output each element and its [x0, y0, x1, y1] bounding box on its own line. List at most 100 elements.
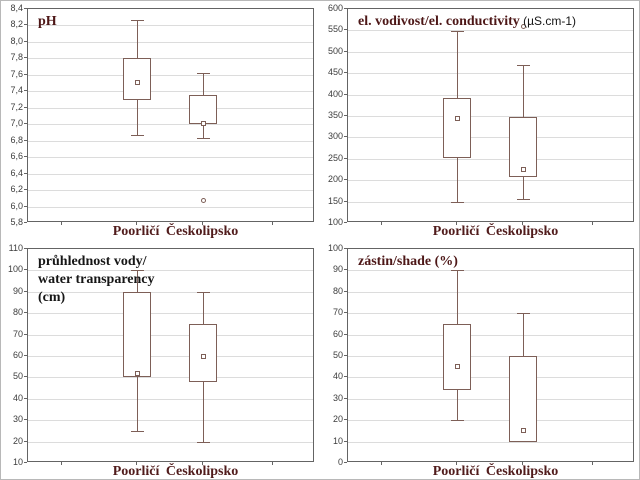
y-tick-label: 100 [7, 264, 23, 275]
x-category-label: Poorličí [432, 464, 480, 479]
gridline [348, 398, 633, 400]
whisker-cap-top [130, 19, 144, 21]
y-axis-tick [344, 333, 347, 335]
mean-marker [134, 79, 140, 85]
y-axis-tick [344, 248, 347, 249]
y-tick-label: 100 [327, 217, 343, 227]
gridline [28, 41, 313, 43]
y-tick-label: 40 [332, 371, 343, 382]
gridline [28, 270, 313, 272]
x-category-label: Poorličí [112, 224, 160, 239]
y-tick-label: 7,6 [10, 68, 23, 79]
y-axis-tick [344, 93, 347, 95]
y-tick-label: 250 [327, 152, 343, 163]
y-tick-label: 20 [332, 414, 343, 425]
gridline [348, 180, 633, 182]
y-axis-tick [344, 419, 347, 421]
whisker-cap-top [516, 313, 530, 315]
y-axis-tick [24, 73, 27, 75]
y-axis-tick [24, 172, 27, 174]
box [189, 95, 218, 125]
panel-title-line: pH [38, 12, 57, 30]
y-axis-tick [344, 115, 347, 116]
y-axis-tick [24, 376, 27, 378]
whisker-cap-top [130, 270, 144, 272]
panel-title-line: průhlednost vody/ [38, 252, 155, 270]
y-axis-tick [344, 312, 347, 314]
y-tick-label: 150 [327, 195, 343, 206]
x-axis-tick [522, 462, 524, 465]
whisker-cap-top [196, 73, 210, 75]
y-tick-label: 100 [327, 243, 343, 253]
y-axis-tick [344, 136, 347, 138]
panel-title-text: (cm) [38, 290, 66, 305]
y-tick-label: 8,0 [10, 35, 23, 46]
whisker-cap-bottom [130, 430, 144, 432]
gridline [348, 30, 633, 32]
panel-conductivity: el. vodivost/el. conductivity (µS.cm-1) 6… [321, 1, 639, 241]
y-axis-tick [24, 8, 27, 9]
x-axis-tick [592, 462, 594, 465]
gridline [348, 291, 633, 293]
gridline [348, 158, 633, 160]
y-axis-tick [344, 269, 347, 271]
x-category-label: Poorličí [112, 464, 160, 479]
y-axis-tick [24, 40, 27, 42]
y-tick-label: 70 [332, 307, 343, 318]
y-tick-label: 10 [332, 435, 343, 446]
y-axis-tick [24, 290, 27, 292]
gridline [348, 356, 633, 357]
y-axis-tick [344, 8, 347, 9]
y-tick-label: 6,8 [10, 134, 23, 145]
gridline [28, 124, 313, 126]
y-tick-label: 80 [12, 307, 23, 318]
gridline [28, 74, 313, 76]
gridline [348, 137, 633, 139]
y-tick-label: 5,8 [10, 217, 23, 227]
y-tick-label: 90 [12, 285, 23, 296]
x-category-label: Poorličí [432, 224, 480, 239]
y-axis-tick [344, 290, 347, 292]
y-tick-label: 20 [12, 435, 23, 446]
y-axis-tick [24, 312, 27, 314]
gridline [28, 157, 313, 159]
gridline [28, 313, 313, 315]
y-tick-label: 40 [12, 392, 23, 403]
y-tick-label: 7,2 [10, 101, 23, 112]
gridline [348, 270, 633, 272]
y-tick-label: 30 [332, 392, 343, 403]
gridline [348, 116, 633, 117]
y-axis-tick [24, 24, 27, 26]
box [509, 356, 538, 442]
whisker-cap-top [450, 270, 464, 272]
y-tick-label: 8,4 [10, 3, 23, 13]
gridline [28, 25, 313, 27]
gridline [28, 377, 313, 379]
whisker-cap-bottom [450, 420, 464, 422]
x-axis-tick [381, 462, 383, 465]
y-tick-label: 400 [327, 88, 343, 99]
y-axis-tick [24, 139, 27, 141]
y-tick-label: 350 [327, 110, 343, 120]
y-axis-tick [24, 106, 27, 108]
y-axis-tick [24, 333, 27, 335]
gridline [28, 91, 313, 93]
outlier-point [200, 198, 206, 204]
y-tick-label: 60 [332, 328, 343, 339]
gridline [348, 377, 633, 379]
panel-title-text: el. vodivost/el. conductivity [358, 14, 520, 29]
x-axis-tick [522, 222, 524, 225]
y-tick-label: 10 [12, 457, 23, 467]
y-axis-tick [344, 397, 347, 399]
y-axis-tick [344, 179, 347, 181]
y-tick-label: 50 [12, 371, 23, 382]
gridline [28, 107, 313, 109]
panel-title-text: zástin/shade (%) [358, 254, 458, 269]
panel-title-text: pH [38, 14, 57, 29]
panel-title-line: water transparency [38, 270, 155, 288]
panel-shade: zástin/shade (%) 100 90 80 70 60 50 40 30 20 10 0 Po… [321, 241, 639, 479]
y-axis-tick [24, 419, 27, 421]
panel-ph: pH 8,4 8,2 8,0 7,8 7,6 7,4 7,2 7,0 6,8 6,6 6,4 6,2 6,… [1, 1, 321, 241]
gridline [28, 190, 313, 192]
